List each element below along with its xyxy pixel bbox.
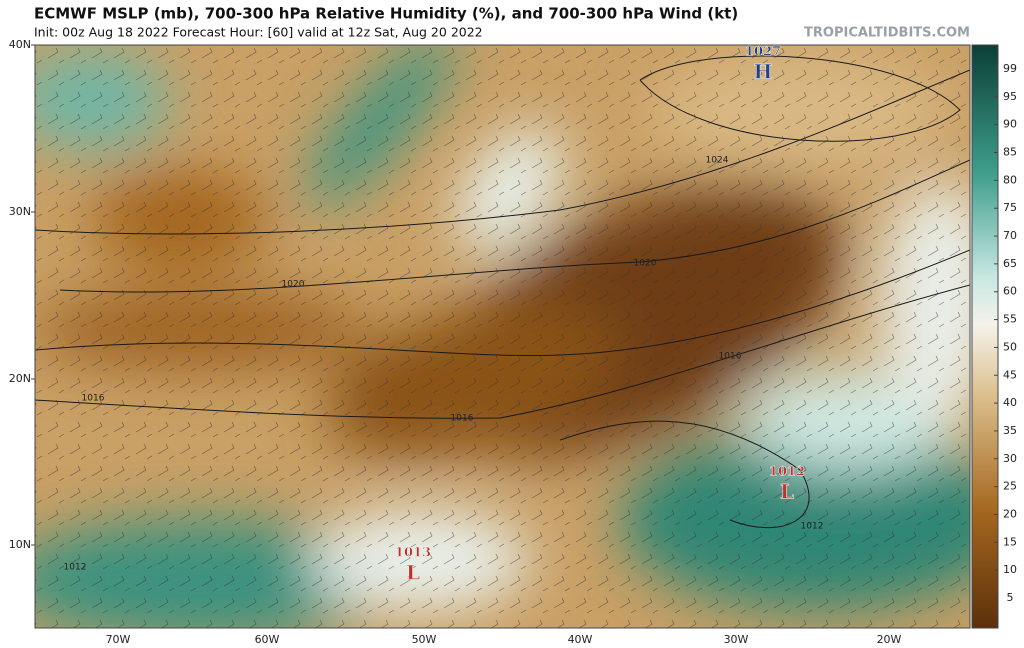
subtitle: Init: 00z Aug 18 2022 Forecast Hour: [60… <box>34 25 483 40</box>
longitude-label: 30W <box>724 633 749 646</box>
map-frame <box>34 44 971 629</box>
isobar-label: 1024 <box>706 156 729 166</box>
isobar-label: 1016 <box>451 414 474 424</box>
longitude-label: 60W <box>255 633 280 646</box>
colorbar-label: 20 <box>1003 507 1017 520</box>
isobar-label: 1016 <box>82 394 105 404</box>
latitude-label: 30N <box>9 205 31 218</box>
isobar-label: 1020 <box>282 280 305 290</box>
colorbar-label: 50 <box>1003 340 1017 353</box>
colorbar-label: 45 <box>1003 368 1017 381</box>
map-field <box>35 45 970 628</box>
source: TROPICALTIDBITS.COM <box>804 26 970 41</box>
colorbar-label: 25 <box>1003 480 1017 493</box>
colorbar-label: 15 <box>1003 535 1017 548</box>
pressure-value: 1027 <box>745 45 781 60</box>
isobar-label: 1012 <box>801 522 824 532</box>
latitude-label: 20N <box>9 372 31 385</box>
title: ECMWF MSLP (mb), 700-300 hPa Relative Hu… <box>34 5 738 23</box>
colorbar-label: 30 <box>1003 452 1017 465</box>
colorbar-label: 55 <box>1003 313 1017 326</box>
pressure-value: 1013 <box>395 546 431 561</box>
colorbar-label: 70 <box>1003 229 1017 242</box>
pressure-value: 1012 <box>769 465 805 480</box>
colorbar-label: 85 <box>1003 146 1017 159</box>
colorbar-label: 75 <box>1003 201 1017 214</box>
colorbar-label: 40 <box>1003 396 1017 409</box>
colorbar-label: 80 <box>1003 173 1017 186</box>
pressure-symbol: H <box>754 60 773 84</box>
pressure-symbol: L <box>780 480 794 504</box>
isobar-label: 1012 <box>64 563 87 573</box>
latitude-label: 10N <box>9 538 31 551</box>
longitude-label: 40W <box>568 633 593 646</box>
colorbar-label: 10 <box>1003 563 1017 576</box>
colorbar-label: 99 <box>1003 62 1017 75</box>
colorbar-label: 95 <box>1003 90 1017 103</box>
colorbar-label: 5 <box>1007 591 1014 604</box>
latitude-label: 40N <box>9 38 31 51</box>
isobar-label: 1016 <box>719 352 742 362</box>
colorbar-label: 65 <box>1003 257 1017 270</box>
longitude-label: 20W <box>877 633 902 646</box>
longitude-label: 70W <box>106 633 131 646</box>
colorbar <box>971 44 999 629</box>
longitude-label: 50W <box>412 633 437 646</box>
colorbar-label: 60 <box>1003 285 1017 298</box>
colorbar-label: 90 <box>1003 118 1017 131</box>
colorbar-label: 35 <box>1003 424 1017 437</box>
pressure-symbol: L <box>406 561 420 585</box>
isobar-label: 1020 <box>634 259 657 269</box>
